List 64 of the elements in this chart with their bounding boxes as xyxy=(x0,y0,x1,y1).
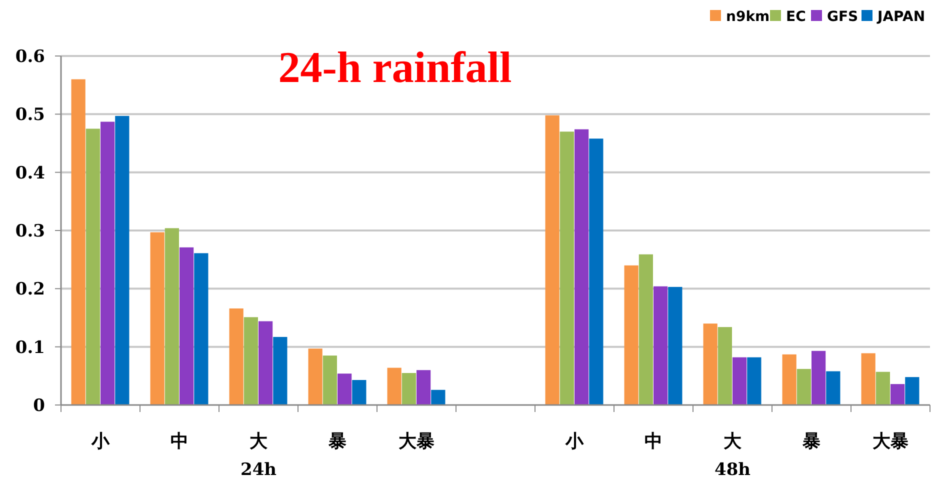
text: 24h xyxy=(240,460,277,480)
bar xyxy=(638,254,653,405)
legend-label: GFS xyxy=(827,9,858,25)
y-tick-label: 0.4 xyxy=(15,163,46,184)
bar xyxy=(905,377,920,405)
y-tick-label: 0.6 xyxy=(15,47,45,67)
x-tick-label: 大 xyxy=(248,431,268,452)
bar xyxy=(654,286,668,405)
bar xyxy=(416,370,431,405)
bar xyxy=(431,390,446,405)
bar xyxy=(258,321,273,405)
bar xyxy=(732,357,747,405)
y-tick-label: 0.2 xyxy=(15,280,45,300)
bar xyxy=(890,384,905,405)
x-tick-label: 暴 xyxy=(802,431,820,452)
bar xyxy=(718,327,732,405)
bar xyxy=(180,247,194,405)
bar xyxy=(589,138,604,405)
legend-label: EC xyxy=(786,9,806,25)
x-tick-label: 小 xyxy=(564,431,584,452)
bar xyxy=(545,115,560,405)
bar xyxy=(115,116,130,405)
bar xyxy=(244,317,258,405)
bar xyxy=(747,357,762,405)
bar xyxy=(703,324,718,405)
bar xyxy=(560,132,574,405)
bar xyxy=(322,356,337,405)
bar xyxy=(668,286,682,405)
bar xyxy=(100,122,115,405)
bar xyxy=(229,308,244,405)
x-tick-label: 中 xyxy=(170,431,188,452)
x-tick-label: 大 xyxy=(722,431,742,452)
y-tick-label: 0.1 xyxy=(15,338,45,358)
bar xyxy=(574,129,589,405)
x-tick-label: 小 xyxy=(90,431,110,452)
bar xyxy=(387,368,402,405)
bar xyxy=(352,380,366,405)
x-tick-label: 大暴 xyxy=(398,431,434,452)
y-tick-label: 0 xyxy=(33,396,46,416)
bar xyxy=(796,368,811,405)
bar xyxy=(861,353,876,405)
bar xyxy=(876,372,890,405)
x-tick-label: 中 xyxy=(644,431,662,452)
text: 48h xyxy=(714,460,751,480)
bar xyxy=(782,354,796,405)
bar xyxy=(164,228,179,405)
bar xyxy=(812,350,826,405)
bar xyxy=(402,373,416,405)
bar xyxy=(624,265,638,405)
bar xyxy=(86,128,100,405)
bar xyxy=(273,336,288,405)
bar xyxy=(826,371,840,405)
bar xyxy=(150,232,164,405)
y-tick-label: 0.5 xyxy=(15,105,45,126)
chart-title: 24-h rainfall xyxy=(278,43,512,92)
legend-label: JAPAN xyxy=(876,9,926,25)
bar xyxy=(71,79,86,405)
bar xyxy=(194,253,208,405)
legend-label: n9km xyxy=(726,9,770,25)
y-tick-label: 0.3 xyxy=(15,222,45,242)
bar xyxy=(338,374,352,405)
x-tick-label: 暴 xyxy=(328,431,346,452)
bar xyxy=(308,348,322,405)
x-tick-label: 大暴 xyxy=(872,431,908,452)
